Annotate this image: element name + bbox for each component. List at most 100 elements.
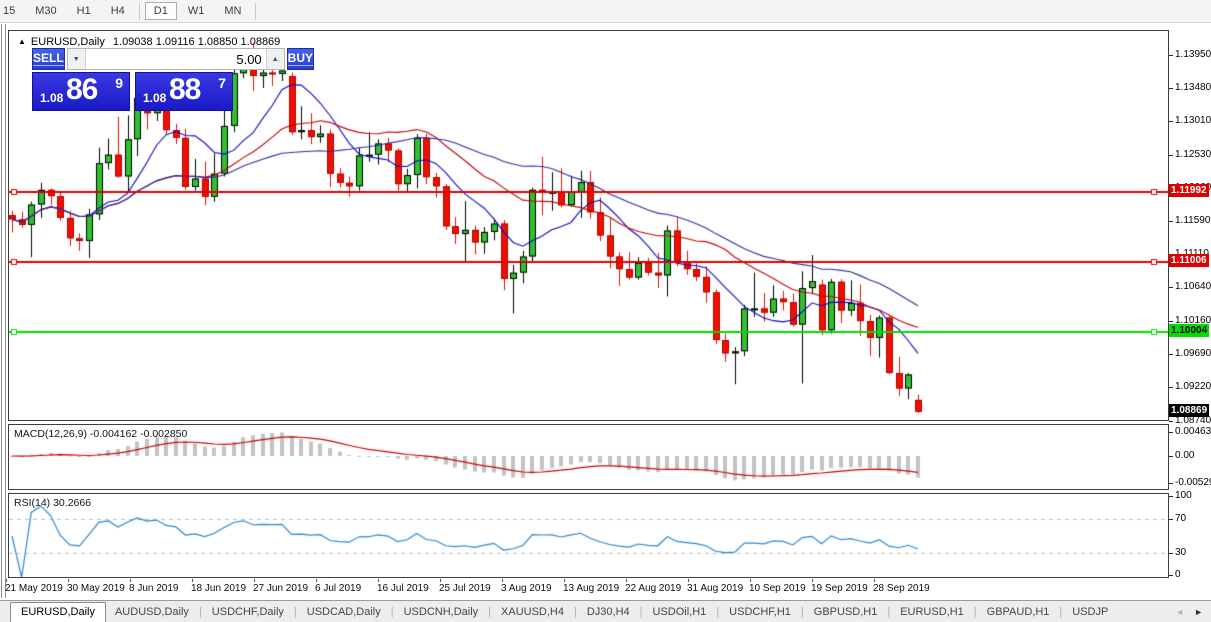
trade-panel-controls: SELL ▼ ▲ BUY	[32, 48, 315, 70]
sell-button[interactable]: SELL	[32, 48, 65, 70]
timeframe-W1[interactable]: W1	[187, 5, 205, 17]
axis-label-1.13950: 1.13950	[1175, 49, 1211, 60]
date-tick	[812, 579, 813, 582]
tab-separator: |	[488, 606, 492, 618]
date-tick	[502, 579, 503, 582]
axis-label-1.13010: 1.13010	[1175, 115, 1211, 126]
collapse-arrow-icon[interactable]: ▲	[18, 37, 26, 46]
axis-label-1.09220: 1.09220	[1175, 381, 1211, 392]
rsi-pane: RSI(14) 30.2666	[8, 493, 1169, 578]
tab-separator: |	[800, 606, 804, 618]
timeframe-H1[interactable]: H1	[76, 5, 91, 17]
volume-stepper: ▼ ▲	[66, 48, 285, 70]
tab-eurusd-daily[interactable]: EURUSD,Daily	[10, 601, 106, 622]
tab-usdchf-h1[interactable]: USDCHF,H1	[729, 606, 791, 618]
axis-tick	[1169, 221, 1173, 222]
tab-separator: |	[887, 606, 891, 618]
date-label: 3 Aug 2019	[501, 583, 552, 594]
tab-separator: |	[390, 606, 394, 618]
volume-input[interactable]	[85, 49, 266, 69]
axis-label-1.09690: 1.09690	[1175, 348, 1211, 359]
sell-price-box[interactable]: 1.08 86 9	[32, 72, 130, 111]
axis-tick	[1169, 575, 1173, 576]
macd-label: MACD(12,26,9) -0.004162 -0.002850	[14, 428, 188, 440]
axis-label-macd-0.00463: 0.00463	[1175, 426, 1211, 437]
tab-usdoil-h1[interactable]: USDOil,H1	[652, 606, 707, 618]
date-label: 16 Jul 2019	[377, 583, 429, 594]
date-tick	[564, 579, 565, 582]
price-line-label-1.08869: 1.08869	[1169, 404, 1210, 417]
sell-price-point: 9	[115, 75, 123, 91]
chart-tab-bar: EURUSD,Daily AUDUSD,Daily | USDCHF,Daily | US…	[0, 600, 1211, 622]
date-label: 22 Aug 2019	[625, 583, 682, 594]
tab-scroll-left-icon[interactable]: ◄	[1175, 607, 1185, 617]
volume-decrease-button[interactable]: ▼	[67, 49, 86, 69]
date-tick	[440, 579, 441, 582]
tab-strip: EURUSD,Daily AUDUSD,Daily | USDCHF,Daily | US…	[10, 601, 1117, 622]
tab-usdcad-daily[interactable]: USDCAD,Daily	[306, 606, 381, 618]
buy-price-point: 7	[218, 75, 226, 91]
timeframe-D1[interactable]: D1	[144, 2, 177, 20]
tab-scroll-right-icon[interactable]: ►	[1194, 607, 1203, 617]
date-tick	[688, 579, 689, 582]
date-tick	[874, 579, 875, 582]
macd-canvas[interactable]	[9, 425, 1168, 489]
chevron-down-icon: ▼	[72, 55, 80, 63]
tab-scroll-controls: ◄ ►	[1165, 601, 1207, 622]
axis-label-1.10160: 1.10160	[1175, 315, 1211, 326]
date-label: 27 Jun 2019	[253, 583, 309, 594]
axis-tick	[1169, 483, 1173, 484]
chevron-up-icon: ▲	[271, 55, 279, 63]
date-label: 6 Jul 2019	[315, 583, 362, 594]
axis-tick	[1169, 387, 1173, 388]
tab-audusd-daily[interactable]: AUDUSD,Daily	[114, 606, 189, 618]
date-label: 25 Jul 2019	[439, 583, 491, 594]
chart-ohlc-label: 1.09038 1.09116 1.08850 1.08869	[112, 36, 281, 48]
volume-increase-button[interactable]: ▲	[265, 49, 284, 69]
tab-eurusd-h1[interactable]: EURUSD,H1	[900, 606, 964, 618]
timeframe-MN[interactable]: MN	[224, 5, 242, 17]
date-tick	[192, 579, 193, 582]
axis-tick	[1169, 553, 1173, 554]
date-tick	[626, 579, 627, 582]
date-label: 8 Jun 2019	[129, 583, 179, 594]
chart-title: ▲ EURUSD,Daily 1.09038 1.09116 1.08850 1.0…	[18, 36, 280, 48]
window-edge-line	[5, 24, 6, 598]
date-tick	[6, 579, 7, 582]
axis-label-1.13480: 1.13480	[1175, 82, 1211, 93]
timeframe-toolbar: 15 M30 H1 H4 D1 W1 MN	[0, 0, 1211, 23]
timeframe-H4[interactable]: H4	[110, 5, 125, 17]
tab-usdjp[interactable]: USDJP	[1072, 606, 1109, 618]
price-axis: 1.139501.134801.130101.125301.120601.115…	[1168, 0, 1211, 600]
tab-gbpusd-h1[interactable]: GBPUSD,H1	[813, 606, 878, 618]
date-label: 31 Aug 2019	[687, 583, 744, 594]
axis-label-1.12530: 1.12530	[1175, 149, 1211, 160]
tab-dj30-h4[interactable]: DJ30,H4	[586, 606, 630, 618]
toolbar-separator	[255, 2, 257, 20]
tab-usdchf-daily[interactable]: USDCHF,Daily	[211, 606, 284, 618]
buy-price-box[interactable]: 1.08 88 7	[135, 72, 233, 111]
chart-symbol-label: EURUSD,Daily	[30, 36, 105, 48]
axis-label-macd--0.00529: -0.00529	[1175, 477, 1211, 488]
axis-tick	[1169, 88, 1173, 89]
rsi-canvas[interactable]	[9, 494, 1168, 577]
tab-separator: |	[716, 606, 720, 618]
tab-xauusd-h4[interactable]: XAUUSD,H4	[501, 606, 564, 618]
timeframe-15[interactable]: 15	[3, 5, 16, 17]
buy-price-big: 88	[169, 73, 201, 106]
tab-gbpaud-h1[interactable]: GBPAUD,H1	[986, 606, 1050, 618]
axis-label-1.08740: 1.08740	[1175, 415, 1211, 426]
sell-price-prefix: 1.08	[40, 91, 64, 105]
date-tick	[68, 579, 69, 582]
axis-tick	[1169, 519, 1173, 520]
axis-tick	[1169, 155, 1173, 156]
buy-button[interactable]: BUY	[286, 48, 315, 70]
tab-separator: |	[1059, 606, 1063, 618]
date-tick	[316, 579, 317, 582]
timeframe-M30[interactable]: M30	[35, 5, 57, 17]
axis-label-rsi-30: 30	[1175, 547, 1187, 558]
tab-usdcnh-daily[interactable]: USDCNH,Daily	[403, 606, 479, 618]
axis-tick	[1169, 121, 1173, 122]
date-label: 13 Aug 2019	[563, 583, 620, 594]
axis-label-rsi-0: 0	[1175, 569, 1181, 580]
